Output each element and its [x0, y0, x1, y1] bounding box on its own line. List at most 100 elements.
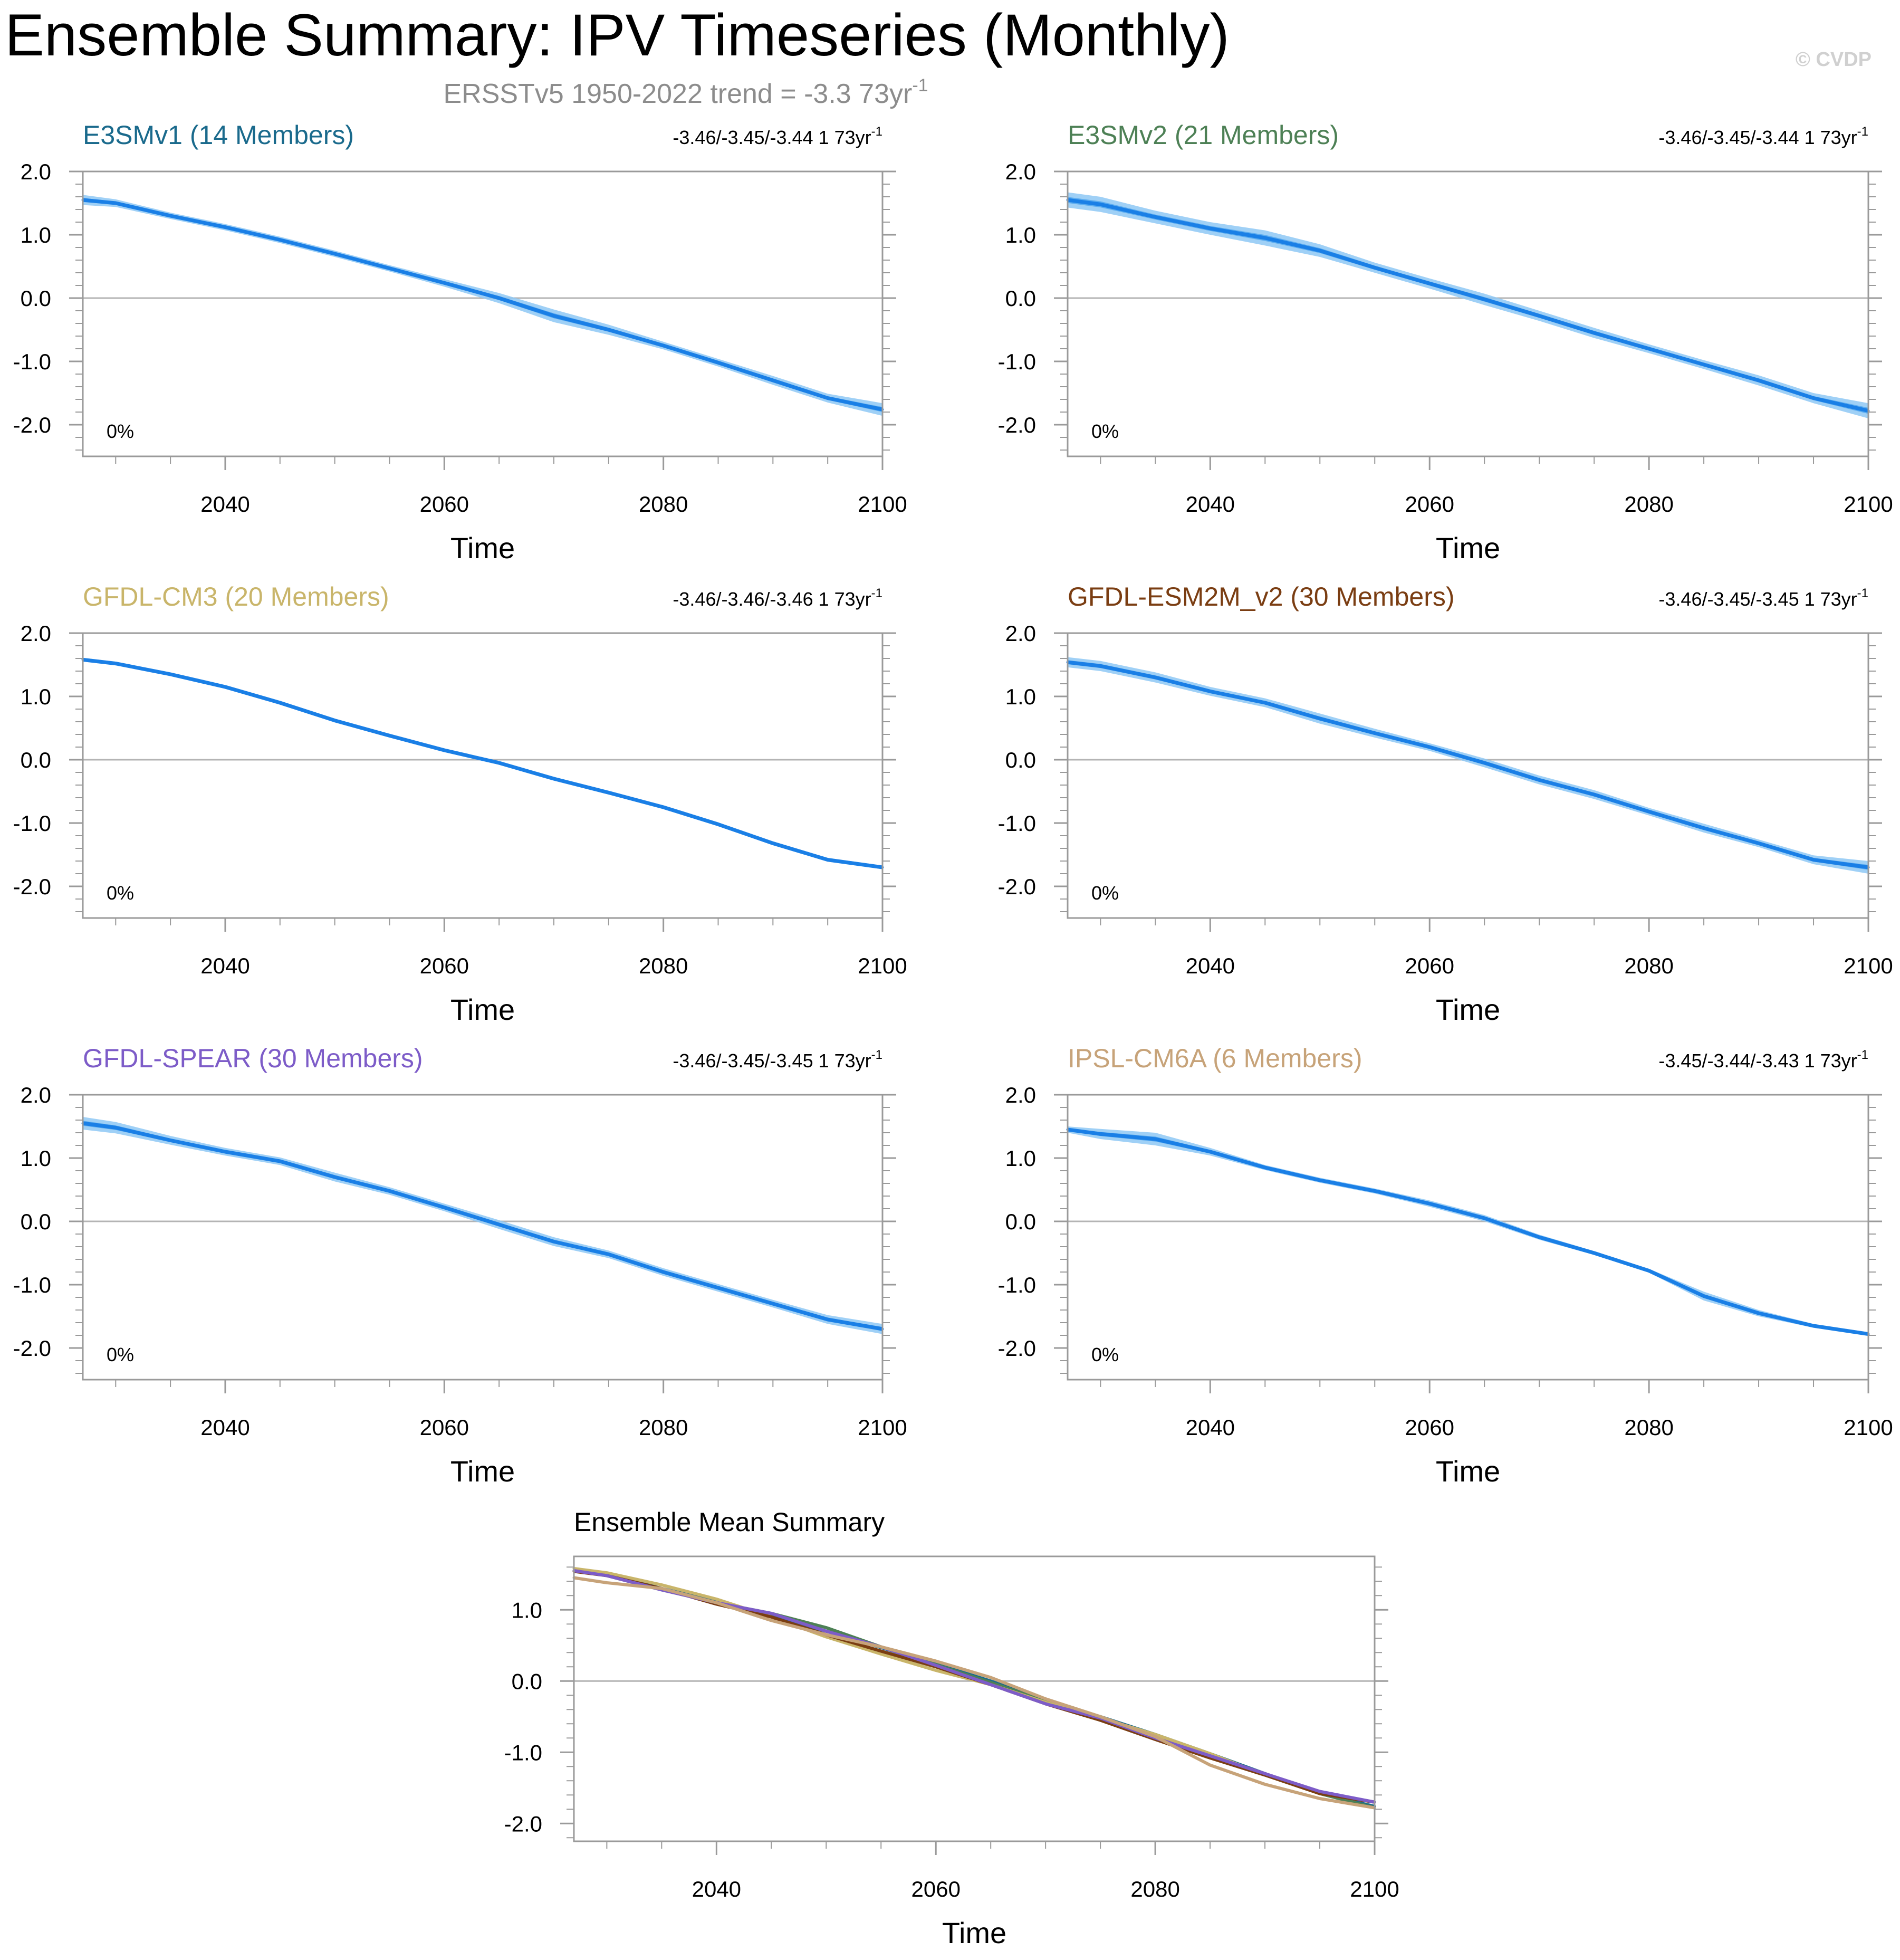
- series-line: [573, 1569, 1375, 1804]
- mean-point: [1154, 215, 1157, 218]
- x-tick-label: 2060: [1405, 953, 1454, 978]
- series-point: [879, 1650, 882, 1653]
- mean-point: [1538, 314, 1541, 318]
- y-tick-label: -2.0: [998, 874, 1036, 899]
- series-point: [605, 1581, 608, 1584]
- mean-point: [1263, 1166, 1266, 1169]
- series-point: [934, 1664, 937, 1667]
- mean-point: [388, 734, 391, 737]
- mean-point: [1647, 810, 1650, 813]
- mean-point: [169, 673, 172, 676]
- y-tick-label: 0.0: [21, 748, 51, 772]
- series-point: [770, 1612, 773, 1615]
- ensemble-mean-line: [82, 657, 883, 869]
- trend-sup: -1: [1857, 125, 1868, 139]
- y-tick-label: 1.0: [1005, 684, 1036, 709]
- panel-title: IPSL-CM6A (6 Members): [1068, 1044, 1362, 1073]
- trend-value: -3.46/-3.45/-3.44 1 73yr: [1658, 127, 1857, 148]
- percent-label: 0%: [107, 1344, 134, 1365]
- y-tick-label: -1.0: [998, 811, 1036, 836]
- mean-point: [1208, 227, 1212, 230]
- series-point: [1154, 1735, 1157, 1738]
- series-line: [573, 1566, 1375, 1804]
- mean-point: [552, 777, 555, 780]
- mean-point: [552, 1240, 555, 1243]
- y-tick-label: -2.0: [13, 874, 51, 899]
- mean-point: [826, 1318, 829, 1321]
- x-tick-label: 2060: [420, 1415, 469, 1440]
- trend-sup: -1: [871, 1048, 882, 1062]
- y-tick-label: -2.0: [13, 413, 51, 437]
- y-tick-label: 0.0: [1005, 286, 1036, 311]
- mean-point: [662, 1270, 665, 1274]
- series-point: [1318, 1790, 1321, 1793]
- x-tick-label: 2040: [200, 492, 250, 517]
- mean-point: [388, 267, 391, 270]
- percent-label: 0%: [107, 420, 134, 442]
- series-point: [660, 1587, 663, 1590]
- x-tick-label: 2080: [1624, 1415, 1673, 1440]
- mean-point: [114, 202, 117, 205]
- series-point: [824, 1630, 828, 1633]
- y-tick-label: -1.0: [504, 1740, 542, 1765]
- ensemble-mean-line: [82, 198, 883, 412]
- panel-5: -2.0 -1.0 0.0 1.0 2.0 2040 2060 2080 2100 Time GFD…: [13, 1044, 907, 1488]
- mean-point: [1757, 842, 1760, 845]
- panel-6: -2.0 -1.0 0.0 1.0 2.0 2040 2060 2080 2100 Time IPS…: [998, 1044, 1893, 1488]
- trend-value: -3.46/-3.46/-3.46 1 73yr: [673, 588, 871, 610]
- plot-frame: [82, 632, 884, 919]
- y-tick-label: -1.0: [13, 811, 51, 836]
- copyright-label: © CVDP: [1796, 49, 1872, 71]
- x-tick-label: 2080: [639, 1415, 688, 1440]
- panel-title: GFDL-CM3 (20 Members): [83, 582, 389, 611]
- subtitle-sup: -1: [912, 75, 928, 95]
- x-tick-label: 2040: [1186, 492, 1235, 517]
- y-tick-label: -1.0: [13, 1273, 51, 1297]
- mean-point: [1428, 1202, 1431, 1205]
- mean-point: [1483, 298, 1486, 301]
- series-point: [770, 1619, 773, 1622]
- x-tick-label: 2100: [1844, 953, 1893, 978]
- x-axis-label: Time: [942, 1916, 1006, 1949]
- y-tick-label: 0.0: [512, 1669, 542, 1694]
- series-point: [989, 1683, 992, 1686]
- mean-point: [1702, 363, 1705, 366]
- trend-sup: -1: [1857, 1048, 1868, 1062]
- mean-point: [1647, 1269, 1650, 1273]
- x-tick-label: 2040: [1186, 953, 1235, 978]
- x-tick-label: 2100: [858, 1415, 907, 1440]
- ensemble-mean-line: [1067, 198, 1869, 413]
- y-tick-label: -1.0: [13, 349, 51, 374]
- plot-frame: [82, 1094, 884, 1381]
- mean-point: [114, 662, 117, 665]
- mean-point: [1318, 249, 1321, 252]
- y-tick-label: 2.0: [21, 1083, 51, 1107]
- x-tick-label: 2060: [911, 1877, 961, 1901]
- panel-title: E3SMv1 (14 Members): [83, 120, 354, 150]
- mean-point: [1757, 379, 1760, 382]
- mean-point: [224, 226, 227, 229]
- series-point: [1263, 1772, 1266, 1775]
- mean-point: [716, 823, 719, 826]
- mean-point: [279, 238, 282, 242]
- y-tick-label: 1.0: [1005, 223, 1036, 247]
- series-point: [605, 1574, 608, 1577]
- y-tick-label: 2.0: [21, 621, 51, 646]
- trend-label: -3.46/-3.46/-3.46 1 73yr-1: [673, 586, 882, 610]
- mean-point: [607, 791, 610, 794]
- series-point: [1318, 1797, 1321, 1800]
- mean-point: [169, 1139, 172, 1142]
- spread-band: [1068, 657, 1868, 874]
- series-point: [824, 1626, 828, 1629]
- trend-sup: -1: [871, 586, 882, 600]
- trend-value: -3.46/-3.45/-3.45 1 73yr: [673, 1050, 871, 1072]
- percent-label: 0%: [1091, 420, 1119, 442]
- trend-sup: -1: [1857, 586, 1868, 600]
- plot-frame: [82, 170, 884, 457]
- x-axis-label: Time: [450, 531, 515, 565]
- panel-1: -2.0 -1.0 0.0 1.0 2.0 2040 2060 2080 2100 Time E3S…: [13, 120, 907, 565]
- series-point: [660, 1583, 663, 1586]
- panel-4: -2.0 -1.0 0.0 1.0 2.0 2040 2060 2080 2100 Time GFD…: [998, 582, 1893, 1026]
- x-tick-label: 2060: [1405, 492, 1454, 517]
- y-tick-label: -2.0: [998, 1336, 1036, 1361]
